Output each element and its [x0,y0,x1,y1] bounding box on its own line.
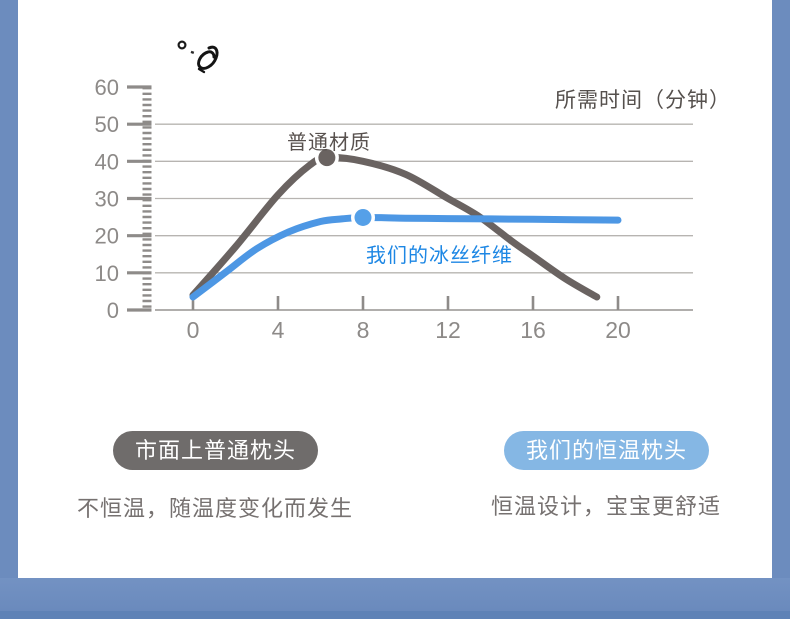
svg-text:20: 20 [95,224,119,249]
svg-text:4: 4 [272,317,285,343]
svg-text:12: 12 [435,317,461,343]
svg-text:30: 30 [95,186,119,211]
our-pillow-badge: 我们的恒温枕头 [504,431,710,470]
temperature-line-chart: 0 10 20 30 40 50 60 0 4 8 12 16 20 [95,75,693,343]
svg-text:20: 20 [605,317,631,343]
right-border-strip [772,0,790,619]
series-label-ordinary-material: 普通材质 [287,132,371,154]
svg-text:40: 40 [95,149,119,174]
svg-text:0: 0 [107,298,119,323]
svg-text:50: 50 [95,112,119,137]
ordinary-pillow-caption: 不恒温，随温度变化而发生 [77,496,354,521]
svg-text:8: 8 [357,317,370,343]
series-label-ice-silk-fiber: 我们的冰丝纤维 [366,245,513,267]
svg-text:16: 16 [520,317,546,343]
svg-text:10: 10 [95,261,119,286]
handwritten-mark [177,40,219,74]
bottom-border-edge [0,611,790,619]
svg-text:0: 0 [187,317,200,343]
x-axis-title: 所需时间（分钟） [555,89,731,112]
svg-text:60: 60 [95,75,119,100]
ordinary-pillow-badge: 市面上普通枕头 [113,431,319,470]
left-border-strip [0,0,18,619]
our-pillow-caption: 恒温设计，宝宝更舒适 [491,494,722,519]
